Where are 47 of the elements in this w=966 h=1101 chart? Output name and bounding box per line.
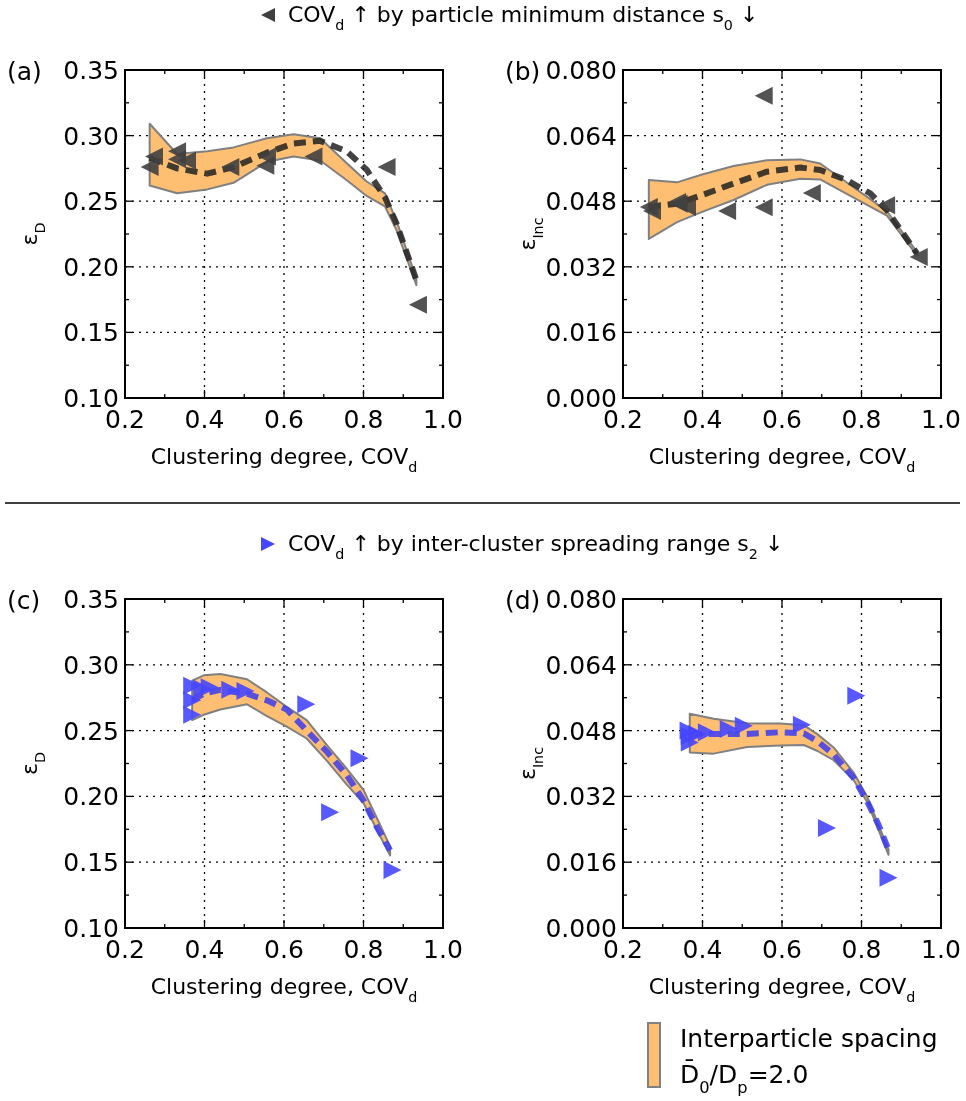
y-tick-label: 0.016: [545, 318, 617, 348]
y-tick-label: 0.016: [545, 848, 617, 878]
y-tick-label: 0.15: [63, 318, 119, 348]
y-tick-label: 0.35: [63, 56, 119, 85]
text: Interparticle spacing D̄$_{0}$/D$_{p}$=2.0: [680, 1024, 938, 1097]
y-tick-label: 0.25: [63, 716, 119, 746]
x-tick-label: 0.8: [343, 405, 384, 434]
text: (a): [7, 57, 42, 86]
y-tick-label: 0.30: [63, 650, 119, 680]
y-tick-label: 0.20: [63, 252, 119, 282]
x-tick-label: 0.4: [682, 405, 723, 434]
text: COV$_{d}$ ↑ by inter-cluster spreading range s$_{2}$ ↓: [288, 531, 784, 562]
text: COV$_{d}$ ↑ by particle minimum distance s$_{0}$ ↓: [288, 2, 759, 33]
y-tick-label: 0.080: [545, 585, 617, 614]
text: (d): [505, 586, 541, 615]
y-tick-label: 0.064: [545, 121, 617, 151]
x-tick-label: 0.4: [682, 935, 723, 964]
x-axis-title: Clustering degree, COV$_{d}$: [648, 444, 916, 475]
x-tick-label: 1.0: [423, 935, 463, 964]
y-tick-label: 0.032: [545, 252, 617, 282]
x-tick-label: 1.0: [921, 935, 961, 964]
x-tick-label: 0.6: [762, 935, 802, 964]
y-tick-label: 0.064: [545, 650, 617, 680]
x-axis-title: Clustering degree, COV$_{d}$: [150, 974, 418, 1005]
y-tick-label: 0.25: [63, 187, 119, 217]
x-tick-label: 0.6: [264, 405, 304, 434]
y-tick-label: 0.15: [63, 848, 119, 878]
x-tick-label: 0.8: [841, 405, 882, 434]
x-tick-label: 1.0: [423, 405, 463, 434]
x-tick-label: 0.4: [184, 935, 225, 964]
x-axis-title: Clustering degree, COV$_{d}$: [648, 974, 916, 1005]
y-tick-label: 0.048: [545, 187, 617, 217]
y-tick-label: 0.080: [545, 56, 617, 85]
x-tick-label: 0.8: [841, 935, 882, 964]
x-tick-label: 0.6: [762, 405, 802, 434]
x-tick-label: 0.4: [184, 405, 225, 434]
text: (b): [505, 57, 541, 86]
x-tick-label: 0.8: [343, 935, 384, 964]
y-tick-label: 0.048: [545, 716, 617, 746]
x-tick-label: 1.0: [921, 405, 961, 434]
y-tick-label: 0.032: [545, 782, 617, 812]
x-axis-title: Clustering degree, COV$_{d}$: [150, 444, 418, 475]
y-tick-label: 0.30: [63, 121, 119, 151]
text: (c): [7, 586, 41, 615]
y-tick-label: 0.20: [63, 782, 119, 812]
y-tick-label: 0.35: [63, 585, 119, 614]
x-tick-label: 0.6: [264, 935, 304, 964]
